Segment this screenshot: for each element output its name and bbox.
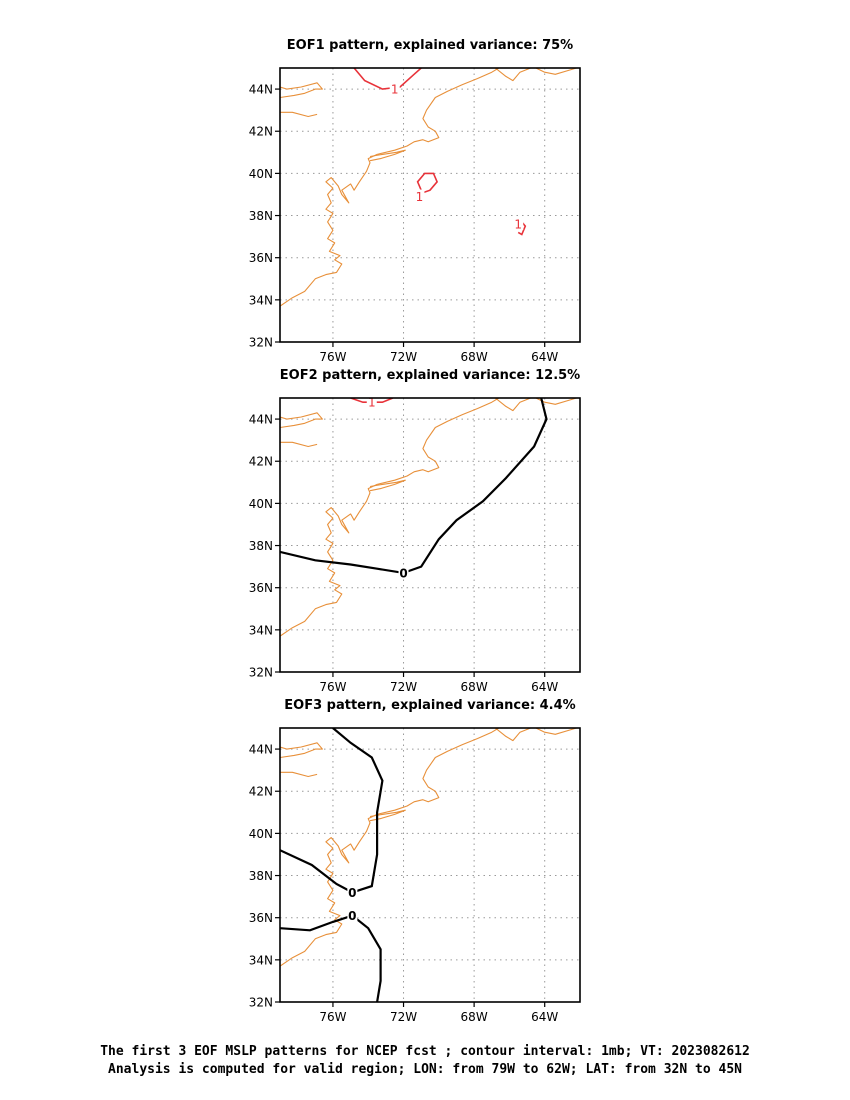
coastline-segment [494, 728, 531, 742]
contour-label-bg [347, 908, 358, 922]
lat-tick-label: 38N [249, 209, 273, 223]
contour-label: 0 [399, 566, 407, 580]
coastline-segment [494, 398, 531, 412]
lat-tick-label: 36N [249, 911, 273, 925]
coastline-segment [280, 441, 318, 448]
coastline [280, 398, 577, 637]
contour-label: 1 [368, 396, 376, 410]
lat-tick-label: 40N [249, 167, 273, 181]
lat-tick-label: 42N [249, 785, 273, 799]
lon-tick-label: 64W [531, 680, 558, 694]
contour-label-bg [414, 189, 425, 203]
coastline-segment [494, 68, 531, 82]
coastline-segment [369, 479, 406, 492]
coastline-segment [280, 742, 323, 759]
lon-tick-label: 72W [390, 1010, 417, 1024]
lon-tick-label: 76W [319, 350, 346, 364]
lat-tick-label: 40N [249, 827, 273, 841]
coastline-segment [280, 398, 500, 637]
lon-tick-label: 64W [531, 1010, 558, 1024]
map-panel-eof3: 0 0 76W 72W 68W 64W 32N 34N 36N 38N 40N 42N 44N [249, 727, 581, 1024]
footer-line-1: The first 3 EOF MSLP patterns for NCEP f… [100, 1044, 750, 1059]
contour-label: 1 [514, 217, 522, 231]
lon-tick-label: 68W [461, 350, 488, 364]
contour-label-bg [389, 82, 400, 96]
coastline-segment [535, 728, 577, 735]
coastline-segment [280, 412, 323, 429]
lat-tick-label: 36N [249, 251, 273, 265]
lon-tick-label: 68W [461, 1010, 488, 1024]
coastline-segment [280, 68, 500, 307]
lat-tick-label: 34N [249, 623, 273, 637]
lon-tick-label: 64W [531, 350, 558, 364]
lon-tick-label: 76W [319, 1010, 346, 1024]
lat-tick-label: 32N [249, 996, 273, 1010]
lat-tick-label: 40N [249, 497, 273, 511]
map-panel-eof2: 1 0 76W 72W 68W 64W 32N 34N 36N 38N 40N 42N 44N [249, 395, 581, 694]
footer-line-2: Analysis is computed for valid region; L… [108, 1062, 742, 1077]
lat-tick-label: 44N [249, 413, 273, 427]
lat-tick-label: 34N [249, 953, 273, 967]
contour-label-bg [513, 216, 524, 230]
coastline-segment [369, 809, 406, 822]
lon-tick-label: 72W [390, 680, 417, 694]
map-frame [279, 727, 581, 1003]
contour-line [280, 914, 382, 1002]
panel-2-title: EOF2 pattern, explained variance: 12.5% [279, 368, 581, 383]
lat-tick-label: 44N [249, 83, 273, 97]
lat-tick-label: 42N [249, 125, 273, 139]
lon-tick-label: 68W [461, 680, 488, 694]
contour-label: 0 [348, 909, 356, 923]
contour-label: 1 [416, 190, 424, 204]
panel-1-title: EOF1 pattern, explained variance: 75% [286, 38, 574, 53]
coastline [280, 68, 577, 307]
map-panel-eof1: 1 1 1 76W 72W 68W 64W 32N 34N 36N 38N 40N 42N 44N [249, 67, 581, 364]
contour-label-bg [347, 885, 358, 899]
lat-tick-label: 42N [249, 455, 273, 469]
contour-line [280, 398, 548, 575]
contour-label-bg [366, 395, 377, 409]
contour-label: 1 [391, 83, 399, 97]
lat-tick-label: 32N [249, 336, 273, 350]
lat-tick-label: 44N [249, 743, 273, 757]
lat-tick-label: 32N [249, 666, 273, 680]
map-frame [279, 67, 581, 343]
contour-label-bg [398, 565, 409, 579]
coastline-segment [280, 771, 318, 778]
map-frame [279, 397, 581, 673]
lat-tick-label: 38N [249, 539, 273, 553]
lon-tick-label: 76W [319, 680, 346, 694]
contour-line [353, 68, 422, 90]
lon-tick-label: 72W [390, 350, 417, 364]
coastline-segment [280, 728, 500, 967]
lat-tick-label: 38N [249, 869, 273, 883]
contour-label: 0 [348, 886, 356, 900]
coastline-segment [280, 111, 318, 118]
panel-3-title: EOF3 pattern, explained variance: 4.4% [284, 698, 576, 713]
coastline-segment [535, 68, 577, 75]
coastline-segment [369, 149, 406, 162]
coastline-segment [280, 82, 323, 99]
coastline [280, 728, 577, 967]
contour-line [416, 172, 439, 196]
lat-tick-label: 36N [249, 581, 273, 595]
lat-tick-label: 34N [249, 293, 273, 307]
contour-line [280, 728, 384, 894]
